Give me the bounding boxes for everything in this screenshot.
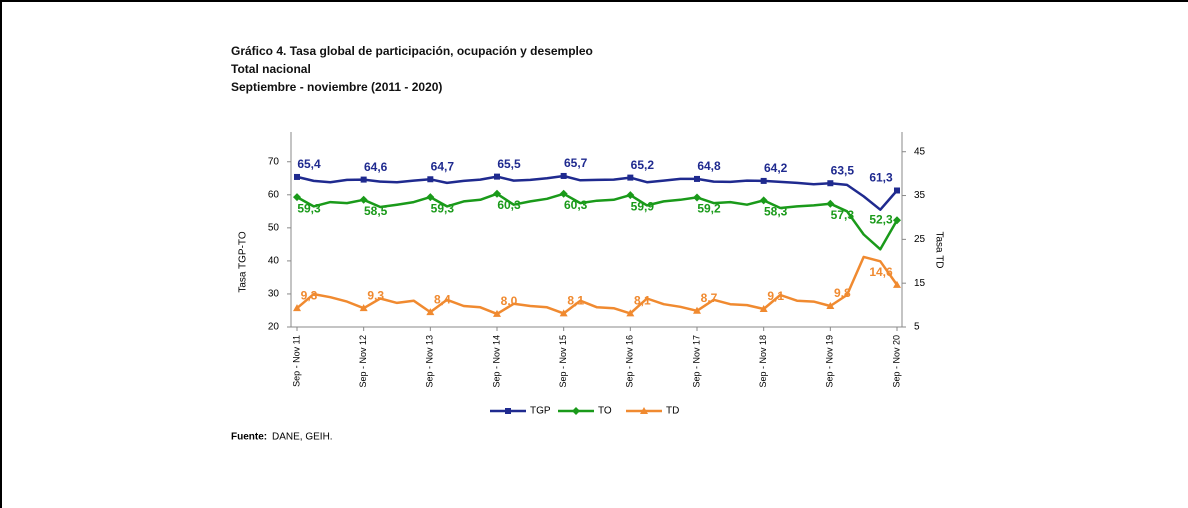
data-label: 64,2 (764, 161, 788, 175)
chart-subtitle: Total nacional (231, 62, 311, 76)
source-text: DANE, GEIH. (272, 432, 333, 443)
series-line (296, 174, 898, 211)
data-label: 59,2 (697, 202, 721, 216)
data-label: 14,6 (869, 265, 893, 279)
y-tick-label: 50 (268, 222, 280, 233)
data-marker (559, 189, 568, 198)
data-marker (426, 308, 435, 316)
y-axis-label: Tasa TGP-TO (238, 231, 249, 293)
data-marker (693, 306, 701, 314)
data-marker (893, 216, 901, 225)
data-label: 8,4 (434, 292, 451, 306)
x-tick-label: Sep - Nov 15 (558, 335, 568, 388)
chart-period: Septiembre - noviembre (2011 - 2020) (231, 80, 442, 94)
data-label: 9,3 (301, 288, 318, 302)
legend-marker (640, 407, 648, 414)
y-tick-label: 20 (268, 322, 280, 333)
data-marker (693, 193, 701, 202)
x-tick-label: Sep - Nov 18 (758, 335, 768, 388)
x-tick-label: Sep - Nov 14 (491, 335, 501, 388)
data-marker (359, 195, 368, 204)
data-label: 64,8 (697, 159, 721, 173)
x-tick-label: Sep - Nov 16 (625, 335, 635, 388)
legend-label: TD (666, 406, 679, 417)
data-label: 64,6 (364, 160, 388, 174)
y-tick-label: 40 (268, 256, 280, 267)
series-line (296, 192, 899, 251)
y2-tick-label: 15 (914, 278, 926, 289)
data-label: 60,3 (497, 198, 521, 212)
data-marker (760, 177, 767, 184)
chart-title: Gráfico 4. Tasa global de participación,… (231, 44, 593, 58)
data-marker (826, 301, 835, 309)
data-label: 61,3 (869, 171, 893, 185)
data-label: 63,5 (831, 163, 855, 177)
data-label: 65,2 (631, 158, 655, 172)
y2-tick-label: 35 (914, 190, 926, 201)
data-marker (427, 176, 434, 183)
data-marker (626, 191, 635, 200)
x-tick-label: Sep - Nov 17 (691, 335, 701, 388)
data-label: 9,3 (367, 288, 384, 302)
y2-tick-label: 5 (914, 322, 920, 333)
data-marker (560, 172, 567, 179)
data-marker (293, 193, 301, 202)
data-marker (627, 174, 634, 181)
data-marker (494, 173, 500, 180)
data-marker (694, 175, 700, 182)
data-label: 64,7 (431, 159, 455, 173)
data-marker (893, 280, 901, 288)
data-marker (626, 309, 635, 317)
data-marker (294, 173, 300, 180)
y2-tick-label: 45 (914, 146, 926, 157)
data-label: 65,4 (297, 157, 321, 171)
data-label: 65,5 (497, 157, 521, 171)
data-marker (894, 187, 900, 194)
data-label: 60,3 (564, 198, 588, 212)
data-label: 8,1 (634, 294, 651, 308)
data-marker (759, 196, 768, 205)
data-label: 8,1 (567, 294, 584, 308)
legend-marker (505, 408, 511, 414)
data-label: 57,3 (831, 208, 855, 222)
x-tick-label: Sep - Nov 20 (891, 335, 901, 388)
data-label: 59,3 (431, 201, 455, 215)
data-marker (426, 193, 435, 202)
x-tick-label: Sep - Nov 11 (291, 335, 301, 387)
x-tick-label: Sep - Nov 12 (358, 335, 368, 388)
data-marker (493, 189, 501, 198)
data-marker (759, 305, 768, 313)
data-label: 65,7 (564, 156, 588, 170)
data-label: 58,3 (764, 205, 788, 219)
data-marker (360, 176, 367, 183)
data-marker (826, 199, 835, 208)
data-marker (559, 309, 568, 317)
data-label: 58,5 (364, 204, 388, 218)
data-marker (827, 180, 834, 187)
source-label: Fuente: (231, 432, 267, 443)
series-line (296, 255, 899, 316)
data-label: 8,7 (701, 291, 718, 305)
data-label: 59,3 (297, 201, 321, 215)
data-marker (493, 309, 501, 317)
legend-label: TO (598, 406, 612, 417)
y-tick-label: 60 (268, 189, 280, 200)
data-label: 52,3 (869, 212, 893, 226)
y2-axis-label: Tasa TD (933, 231, 944, 268)
data-label: 59,9 (631, 199, 655, 213)
legend-label: TGP (530, 406, 551, 417)
y-tick-label: 30 (268, 289, 280, 300)
y2-tick-label: 25 (914, 234, 926, 245)
data-marker (293, 304, 301, 312)
y-tick-label: 70 (268, 156, 280, 167)
data-label: 9,8 (834, 286, 851, 300)
x-tick-label: Sep - Nov 13 (425, 335, 435, 388)
legend-marker (572, 407, 580, 415)
data-label: 9,1 (767, 289, 784, 303)
x-tick-label: Sep - Nov 19 (825, 335, 835, 388)
data-marker (359, 304, 368, 312)
data-label: 8,0 (501, 294, 518, 308)
